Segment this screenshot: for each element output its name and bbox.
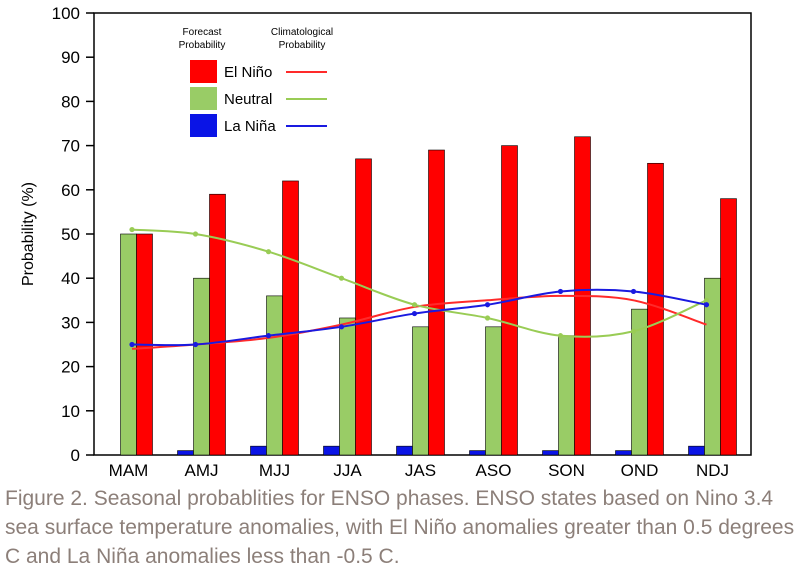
neutral-climatology-point <box>265 249 272 255</box>
y-tick-label: 10 <box>61 402 80 421</box>
x-category-label: OND <box>621 461 659 480</box>
la-nina-bar <box>469 450 486 456</box>
la-nina-climatology-point <box>192 341 199 348</box>
y-tick-label: 90 <box>61 48 80 67</box>
y-tick-label: 60 <box>61 181 80 200</box>
la-nina-bar <box>688 445 705 456</box>
y-tick-label: 80 <box>61 92 80 111</box>
legend-swatch-el-nino <box>190 60 217 83</box>
neutral-climatology-point <box>411 302 418 308</box>
el-nino-bar <box>720 198 737 456</box>
la-nina-bar <box>177 450 194 456</box>
neutral-bar <box>266 295 283 456</box>
neutral-climatology-point <box>703 297 710 303</box>
y-tick-label: 50 <box>61 225 80 244</box>
la-nina-bar <box>542 450 559 456</box>
x-category-label: NDJ <box>696 461 729 480</box>
y-tick-label: 40 <box>61 269 80 288</box>
y-tick-label: 20 <box>61 358 80 377</box>
y-tick-label: 0 <box>71 446 80 465</box>
la-nina-climatology-point <box>630 288 637 295</box>
x-category-label: SON <box>548 461 585 480</box>
legend-header-climo-line2: Probability <box>279 40 326 51</box>
legend-label-neutral: Neutral <box>224 91 272 108</box>
la-nina-bar <box>323 445 340 456</box>
legend-swatch-la-nina <box>190 114 217 137</box>
legend-header-forecast-line1: Forecast <box>183 27 222 38</box>
neutral-bar <box>412 326 429 456</box>
el-nino-bar <box>428 149 445 456</box>
neutral-climatology-point <box>557 333 564 339</box>
x-category-label: MJJ <box>259 461 290 480</box>
y-tick-label: 30 <box>61 313 80 332</box>
neutral-climatology-point <box>630 328 637 334</box>
y-axis-label: Probability (%) <box>20 182 37 286</box>
figure-caption: Figure 2. Seasonal probablities for ENSO… <box>5 487 795 568</box>
la-nina-climatology-point <box>265 333 272 339</box>
neutral-climatology-point <box>484 315 491 321</box>
el-nino-bar <box>355 158 372 456</box>
la-nina-bar <box>615 450 632 456</box>
la-nina-climatology-point <box>129 341 135 348</box>
x-category-label: AMJ <box>185 461 219 480</box>
legend-label-el-nino: El Niño <box>224 64 272 81</box>
x-category-label: JAS <box>405 461 436 480</box>
legend-header-climo-line1: Climatological <box>271 27 333 38</box>
neutral-bar <box>193 277 210 456</box>
el-nino-bar <box>282 180 299 456</box>
la-nina-climatology-point <box>557 288 564 295</box>
y-tick-label: 100 <box>52 4 80 23</box>
y-tick-label: 70 <box>61 137 80 156</box>
la-nina-bar <box>250 445 267 456</box>
legend-header-forecast-line2: Probability <box>179 40 226 51</box>
neutral-climatology-point <box>338 275 345 281</box>
el-nino-bar <box>209 193 226 456</box>
la-nina-climatology-point <box>338 324 345 330</box>
legend-swatch-neutral <box>190 87 217 110</box>
x-category-label: ASO <box>476 461 512 480</box>
neutral-climatology-point <box>129 226 135 233</box>
la-nina-climatology-point <box>703 302 710 308</box>
neutral-climatology-point <box>192 231 199 237</box>
la-nina-climatology-point <box>484 302 491 308</box>
x-category-label: JJA <box>333 461 362 480</box>
la-nina-bar <box>396 445 413 456</box>
neutral-bar <box>339 317 356 456</box>
la-nina-climatology-point <box>411 310 418 317</box>
legend-label-la-nina: La Niña <box>224 118 276 135</box>
neutral-bar <box>558 335 575 456</box>
x-category-label: MAM <box>109 461 149 480</box>
neutral-bar <box>485 326 502 456</box>
